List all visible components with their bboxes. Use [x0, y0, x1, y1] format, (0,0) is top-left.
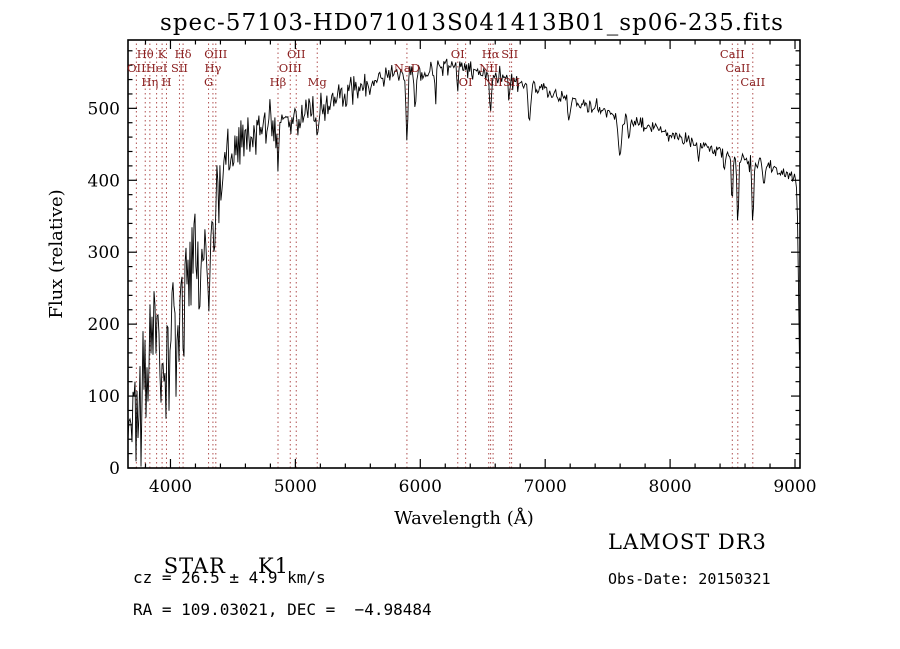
x-tick-label: 6000: [399, 477, 442, 497]
spectral-line-label: CaII: [725, 61, 750, 75]
spectral-line-label: Hβ: [270, 75, 287, 89]
object-subclass: K1: [257, 554, 289, 578]
y-tick-label: 300: [88, 243, 120, 263]
x-tick-label: 9000: [773, 477, 816, 497]
spectral-line-label: Hη: [141, 75, 158, 89]
plot-frame: [127, 39, 801, 469]
object-type: STAR: [163, 554, 226, 578]
spectral-line-label: Hδ: [175, 47, 192, 61]
object-classification: STAR K1: [133, 530, 289, 602]
spectral-line-label: G: [204, 75, 213, 89]
y-axis-label: Flux (relative): [46, 189, 67, 318]
plot-title: spec-57103-HD071013S041413B01_sp06-235.f…: [160, 10, 784, 36]
x-tick-label: 7000: [524, 477, 567, 497]
spectral-line-label: Mg: [308, 75, 328, 89]
spectral-line-label: Hγ: [204, 61, 221, 75]
marker-lines-group: [135, 40, 754, 468]
survey-release-label: LAMOST DR3: [608, 530, 767, 554]
spectral-line-label: SII: [501, 47, 518, 61]
obs-date-line: Obs-Date: 20150321: [608, 570, 771, 588]
y-tick-label: 100: [88, 387, 120, 407]
spectral-line-label: CaII: [740, 75, 765, 89]
spectral-line-label: OI: [451, 47, 465, 61]
spectral-line-label: CaII: [720, 47, 745, 61]
y-tick-label: 0: [109, 459, 120, 479]
spectral-line-label: OIII: [279, 61, 302, 75]
spectral-line-label: NII: [484, 75, 503, 89]
x-axis-label: Wavelength (Å): [394, 507, 534, 529]
spectral-line-label: HeI: [146, 61, 167, 75]
marker-labels-group: OIIHθHηHeIKHSIIHδGHγOIIIHβOIIIOIIMgNaDOI…: [127, 47, 765, 89]
cz-value-line: cz = 26.5 ± 4.9 km/s: [133, 568, 326, 587]
spectral-line-label: H: [161, 75, 171, 89]
spectral-line-label: OI: [459, 75, 473, 89]
spectrum-trace: [127, 58, 800, 467]
flux-curve: [127, 58, 800, 467]
spectral-line-label: SII: [503, 75, 520, 89]
spectral-line-label: NaD: [394, 61, 420, 75]
spectral-line-label: OIII: [204, 47, 227, 61]
spectral-line-label: OII: [127, 61, 146, 75]
axes-group: [127, 39, 801, 469]
spectral-line-label: NII: [479, 61, 498, 75]
x-tick-label: 8000: [648, 477, 691, 497]
spectral-line-label: Hα: [482, 47, 500, 61]
x-tick-label: 5000: [274, 477, 317, 497]
y-tick-label: 500: [88, 99, 120, 119]
spectral-line-label: OII: [287, 47, 306, 61]
y-tick-label: 400: [88, 171, 120, 191]
spectral-line-label: K: [158, 47, 167, 61]
spectral-line-label: SII: [171, 61, 188, 75]
y-tick-label: 200: [88, 315, 120, 335]
ra-dec-line: RA = 109.03021, DEC = −4.98484: [133, 600, 432, 619]
tick-labels-group: 4000 5000 6000 7000 8000 9000 0 100 200 300 400 500: [88, 99, 817, 497]
spectral-line-label: Hθ: [137, 47, 154, 61]
x-tick-label: 4000: [149, 477, 192, 497]
